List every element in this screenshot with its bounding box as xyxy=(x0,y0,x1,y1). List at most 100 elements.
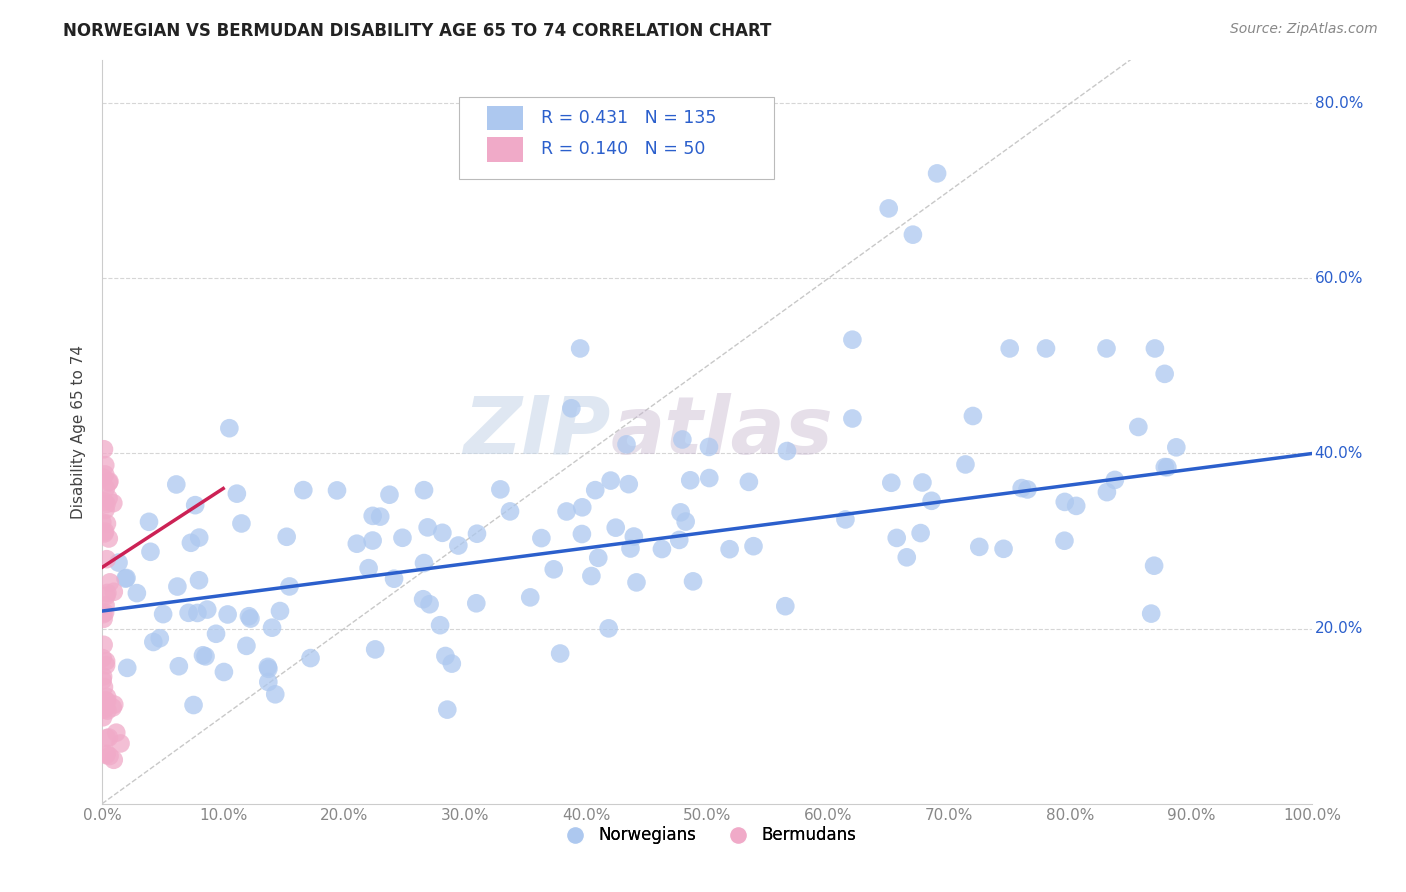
Point xyxy=(416,520,439,534)
Point xyxy=(697,440,720,454)
Point xyxy=(413,483,436,498)
Point xyxy=(346,537,368,551)
Point xyxy=(436,703,458,717)
Point xyxy=(776,444,799,458)
Point xyxy=(167,659,190,673)
Point xyxy=(910,526,932,541)
Point xyxy=(877,202,900,216)
Point xyxy=(139,545,162,559)
Point xyxy=(94,693,117,707)
Point xyxy=(581,569,603,583)
Point xyxy=(921,493,943,508)
Point xyxy=(96,497,118,511)
Point xyxy=(1156,460,1178,475)
Point xyxy=(1064,499,1087,513)
Point xyxy=(96,704,118,718)
Point xyxy=(97,731,120,745)
Point xyxy=(186,606,208,620)
Point xyxy=(413,556,436,570)
Point xyxy=(605,521,627,535)
Point xyxy=(217,607,239,622)
Point xyxy=(440,657,463,671)
Point xyxy=(841,333,863,347)
Point xyxy=(886,531,908,545)
Text: ZIP: ZIP xyxy=(463,392,610,471)
Point xyxy=(97,491,120,506)
Point xyxy=(91,651,114,665)
Point xyxy=(125,586,148,600)
Point xyxy=(292,483,315,497)
Point xyxy=(96,731,118,745)
Point xyxy=(94,606,117,620)
Point xyxy=(110,736,132,750)
Point xyxy=(264,687,287,701)
Point xyxy=(1017,483,1039,497)
Point xyxy=(96,586,118,600)
Point xyxy=(103,753,125,767)
Point xyxy=(738,475,761,489)
Point xyxy=(180,535,202,549)
Point xyxy=(184,498,207,512)
Point xyxy=(569,342,592,356)
Point xyxy=(429,618,451,632)
Point xyxy=(96,694,118,708)
FancyBboxPatch shape xyxy=(460,97,773,178)
Point xyxy=(103,496,125,510)
Point xyxy=(94,599,117,613)
Point xyxy=(94,654,117,668)
Point xyxy=(432,525,454,540)
FancyBboxPatch shape xyxy=(486,106,523,130)
Point xyxy=(998,342,1021,356)
Point xyxy=(651,541,673,556)
FancyBboxPatch shape xyxy=(486,137,523,161)
Point xyxy=(94,467,117,482)
Point xyxy=(93,442,115,457)
Point xyxy=(257,675,280,690)
Point xyxy=(105,725,128,739)
Point xyxy=(1053,495,1076,509)
Point xyxy=(96,552,118,566)
Point xyxy=(149,632,172,646)
Point xyxy=(239,611,262,625)
Point xyxy=(718,542,741,557)
Text: Source: ZipAtlas.com: Source: ZipAtlas.com xyxy=(1230,22,1378,37)
Point xyxy=(465,526,488,541)
Point xyxy=(96,690,118,704)
Point xyxy=(679,473,702,487)
Point xyxy=(91,470,114,484)
Point xyxy=(93,680,115,694)
Point xyxy=(98,575,121,590)
Text: 80.0%: 80.0% xyxy=(1315,95,1362,111)
Point xyxy=(218,421,240,435)
Point xyxy=(599,474,621,488)
Point xyxy=(257,660,280,674)
Text: 20.0%: 20.0% xyxy=(1315,621,1362,636)
Text: atlas: atlas xyxy=(610,392,834,471)
Point xyxy=(775,599,797,614)
Point xyxy=(519,591,541,605)
Point xyxy=(93,703,115,717)
Point xyxy=(993,541,1015,556)
Point xyxy=(1011,481,1033,495)
Point xyxy=(94,502,117,516)
Point xyxy=(543,562,565,576)
Point xyxy=(357,561,380,575)
Point xyxy=(560,401,582,416)
Point xyxy=(571,500,593,515)
Point xyxy=(911,475,934,490)
Point xyxy=(669,505,692,519)
Point xyxy=(93,638,115,652)
Point xyxy=(231,516,253,531)
Point xyxy=(91,673,114,688)
Point xyxy=(1104,473,1126,487)
Point xyxy=(412,592,434,607)
Point xyxy=(138,515,160,529)
Point xyxy=(96,748,118,763)
Point xyxy=(96,589,118,603)
Point xyxy=(1095,342,1118,356)
Point xyxy=(668,533,690,547)
Point xyxy=(742,539,765,553)
Point xyxy=(93,612,115,626)
Y-axis label: Disability Age 65 to 74: Disability Age 65 to 74 xyxy=(72,344,86,518)
Point xyxy=(166,580,188,594)
